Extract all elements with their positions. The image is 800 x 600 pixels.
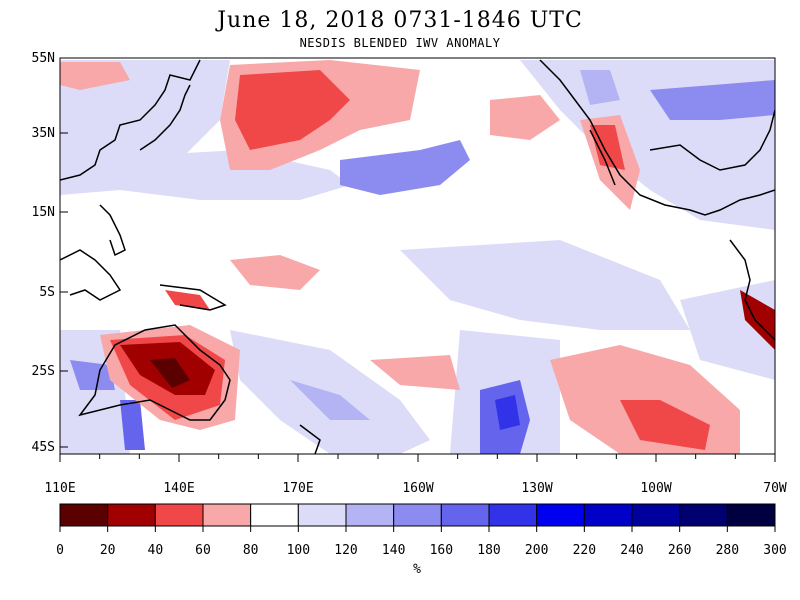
coastline-baja <box>589 129 616 186</box>
anomaly-patch-blue <box>340 140 470 195</box>
colorbar-swatch <box>488 503 538 527</box>
coastline-se-asia <box>60 249 122 301</box>
colorbar-swatch <box>393 503 442 527</box>
anomaly-patch-pink <box>60 62 130 90</box>
colorbar-swatch <box>631 503 681 527</box>
colorbar: 0 20 40 60 80 100 120 140 160 180 200 220 240 260 280 3… <box>56 503 787 558</box>
colorbar-tick-label: 240 <box>620 543 643 558</box>
colorbar-tick-label: 160 <box>430 543 453 558</box>
lon-label: 160W <box>402 481 433 496</box>
anomaly-patch-darkest-red <box>150 358 190 388</box>
anomaly-patch-blue <box>120 400 145 450</box>
colorbar-swatch <box>345 503 395 527</box>
map-title: June 18, 2018 0731-1846 UTC <box>217 8 583 33</box>
anomaly-patch-blue <box>650 80 775 120</box>
colorbar-tick-label: 20 <box>100 543 116 558</box>
coastline-gulf <box>649 109 775 171</box>
colorbar-swatch <box>679 503 728 527</box>
coastline-japan <box>139 84 191 151</box>
colorbar-tick-label: 120 <box>334 543 357 558</box>
colorbar-tick-label: 140 <box>382 543 405 558</box>
colorbar-swatch <box>297 503 347 527</box>
colorbar-swatch <box>250 503 299 527</box>
colorbar-tick-label: 40 <box>148 543 164 558</box>
coastline-philippines <box>99 204 126 257</box>
colorbar-tick-label: 60 <box>195 543 211 558</box>
colorbar-tick-label: 280 <box>716 543 739 558</box>
lat-label: 55N <box>32 51 55 66</box>
coastline-new-zealand <box>299 424 321 454</box>
lat-label: 25S <box>32 364 55 379</box>
coastline-australia <box>78 324 231 421</box>
longitude-axis: 110E 140E 170E 160W 130W 100W 70W <box>44 454 787 496</box>
colorbar-swatch <box>202 503 252 527</box>
colorbar-swatch <box>726 503 776 527</box>
colorbar-swatch <box>107 503 156 527</box>
anomaly-patch-deep-blue <box>495 395 520 430</box>
coastline-new-guinea <box>159 284 227 311</box>
colorbar-tick-label: 260 <box>668 543 691 558</box>
coastlines <box>60 59 775 454</box>
colorbar-tick-label: 300 <box>763 543 786 558</box>
lon-label: 110E <box>44 481 75 496</box>
colorbar-swatch <box>59 503 109 527</box>
colorbar-swatch <box>154 503 204 527</box>
colorbar-tick-label: 80 <box>243 543 259 558</box>
colorbar-swatch <box>536 503 585 527</box>
lat-label: 35N <box>32 126 55 141</box>
anomaly-patch-blue <box>290 380 370 420</box>
coastline-north-america <box>539 59 775 216</box>
coastline-south-america <box>729 239 775 341</box>
anomaly-patch-pink <box>490 95 560 140</box>
lat-label: 15N <box>32 205 55 220</box>
anomaly-patch-red <box>620 400 710 450</box>
colorbar-tick-label: 220 <box>573 543 596 558</box>
colorbar-tick-label: 180 <box>477 543 500 558</box>
anomaly-field <box>60 58 775 454</box>
lon-label: 130W <box>521 481 552 496</box>
colorbar-tick-label: 0 <box>56 543 64 558</box>
anomaly-patch-blue <box>580 70 620 105</box>
map-subtitle: NESDIS BLENDED IWV ANOMALY <box>299 36 501 50</box>
anomaly-patch-pink <box>230 255 320 290</box>
anomaly-patch-blue <box>70 360 115 390</box>
anomaly-patch-pink <box>370 355 460 390</box>
anomaly-patch-red <box>740 290 775 350</box>
colorbar-unit: % <box>413 562 421 577</box>
anomaly-patch-light-blue <box>400 240 690 330</box>
colorbar-tick-label: 100 <box>287 543 310 558</box>
lat-label: 5S <box>39 285 55 300</box>
anomaly-patch-red <box>235 70 350 150</box>
colorbar-tick-label: 200 <box>525 543 548 558</box>
colorbar-swatch <box>440 503 490 527</box>
lat-label: 45S <box>32 440 55 455</box>
latitude-axis: 55N 35N 15N 5S 25S 45S <box>32 51 68 455</box>
anomaly-patch-red <box>165 290 210 310</box>
colorbar-swatch <box>583 503 633 527</box>
lon-label: 100W <box>640 481 671 496</box>
lon-label: 140E <box>163 481 194 496</box>
coastline-asia <box>60 59 201 181</box>
lon-label: 70W <box>763 481 787 496</box>
lon-label: 170E <box>282 481 313 496</box>
